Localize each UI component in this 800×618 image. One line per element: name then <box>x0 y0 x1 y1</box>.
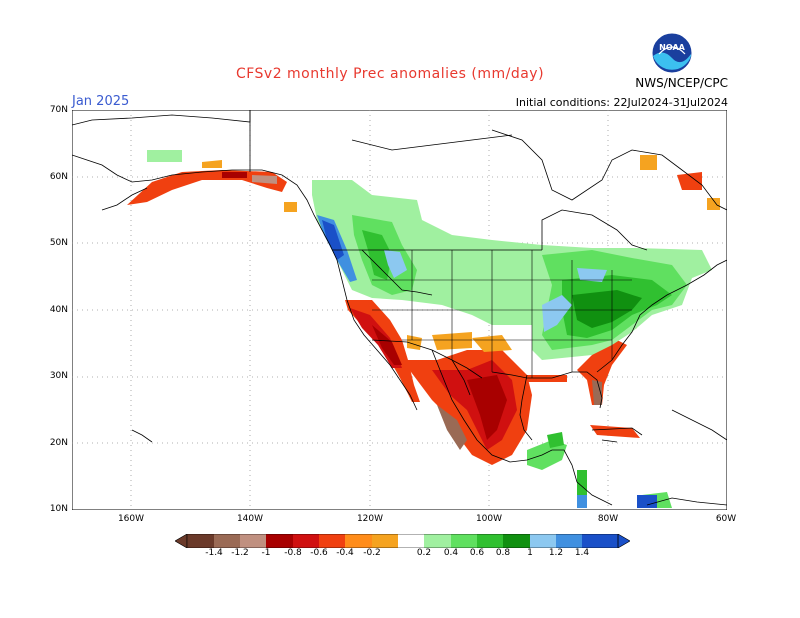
forecast-month: Jan 2025 <box>72 94 130 109</box>
noaa-logo-icon: NOAA <box>651 32 693 74</box>
lon-label-80w: 80W <box>597 514 619 524</box>
colorbar-label: 0.8 <box>495 548 511 558</box>
colorbar-label: -1.4 <box>205 548 223 558</box>
initial-conditions: Initial conditions: 22Jul2024-31Jul2024 <box>515 96 728 109</box>
coastlines <box>72 110 727 506</box>
state-borders <box>372 250 632 378</box>
lon-label-60w: 60W <box>715 514 737 524</box>
lon-label-120w: 120W <box>356 514 384 524</box>
colorbar-label: -0.2 <box>363 548 381 558</box>
lon-label-100w: 100W <box>475 514 503 524</box>
lat-label-40n: 40N <box>49 305 68 315</box>
colorbar-label: 1 <box>527 548 533 558</box>
colorbar-label: 1.2 <box>548 548 564 558</box>
colorbar-label: -0.8 <box>284 548 302 558</box>
color-bar <box>175 534 630 548</box>
svg-text:NOAA: NOAA <box>659 43 685 52</box>
colorbar-label: -1 <box>261 548 271 558</box>
lat-label-20n: 20N <box>49 438 68 448</box>
anomaly-map <box>72 110 727 510</box>
colorbar-label: 0.4 <box>443 548 459 558</box>
lat-label-30n: 30N <box>49 371 68 381</box>
colorbar-label: 0.6 <box>469 548 485 558</box>
lat-label-50n: 50N <box>49 238 68 248</box>
colorbar-label: 1.4 <box>574 548 590 558</box>
lon-label-140w: 140W <box>236 514 264 524</box>
dry-anomalies <box>127 155 720 465</box>
lat-label-10n: 10N <box>49 504 68 514</box>
lon-label-160w: 160W <box>117 514 145 524</box>
map-title: CFSv2 monthly Prec anomalies (mm/day) <box>235 66 545 82</box>
agency-label: NWS/NCEP/CPC <box>635 76 728 90</box>
lat-label-70n: 70N <box>49 105 68 115</box>
lat-label-60n: 60N <box>49 172 68 182</box>
colorbar-label: -0.4 <box>336 548 354 558</box>
colorbar-label: 0.2 <box>416 548 432 558</box>
very-wet-anomalies <box>317 215 657 508</box>
colorbar-label: -0.6 <box>310 548 328 558</box>
colorbar-label: -1.2 <box>231 548 249 558</box>
